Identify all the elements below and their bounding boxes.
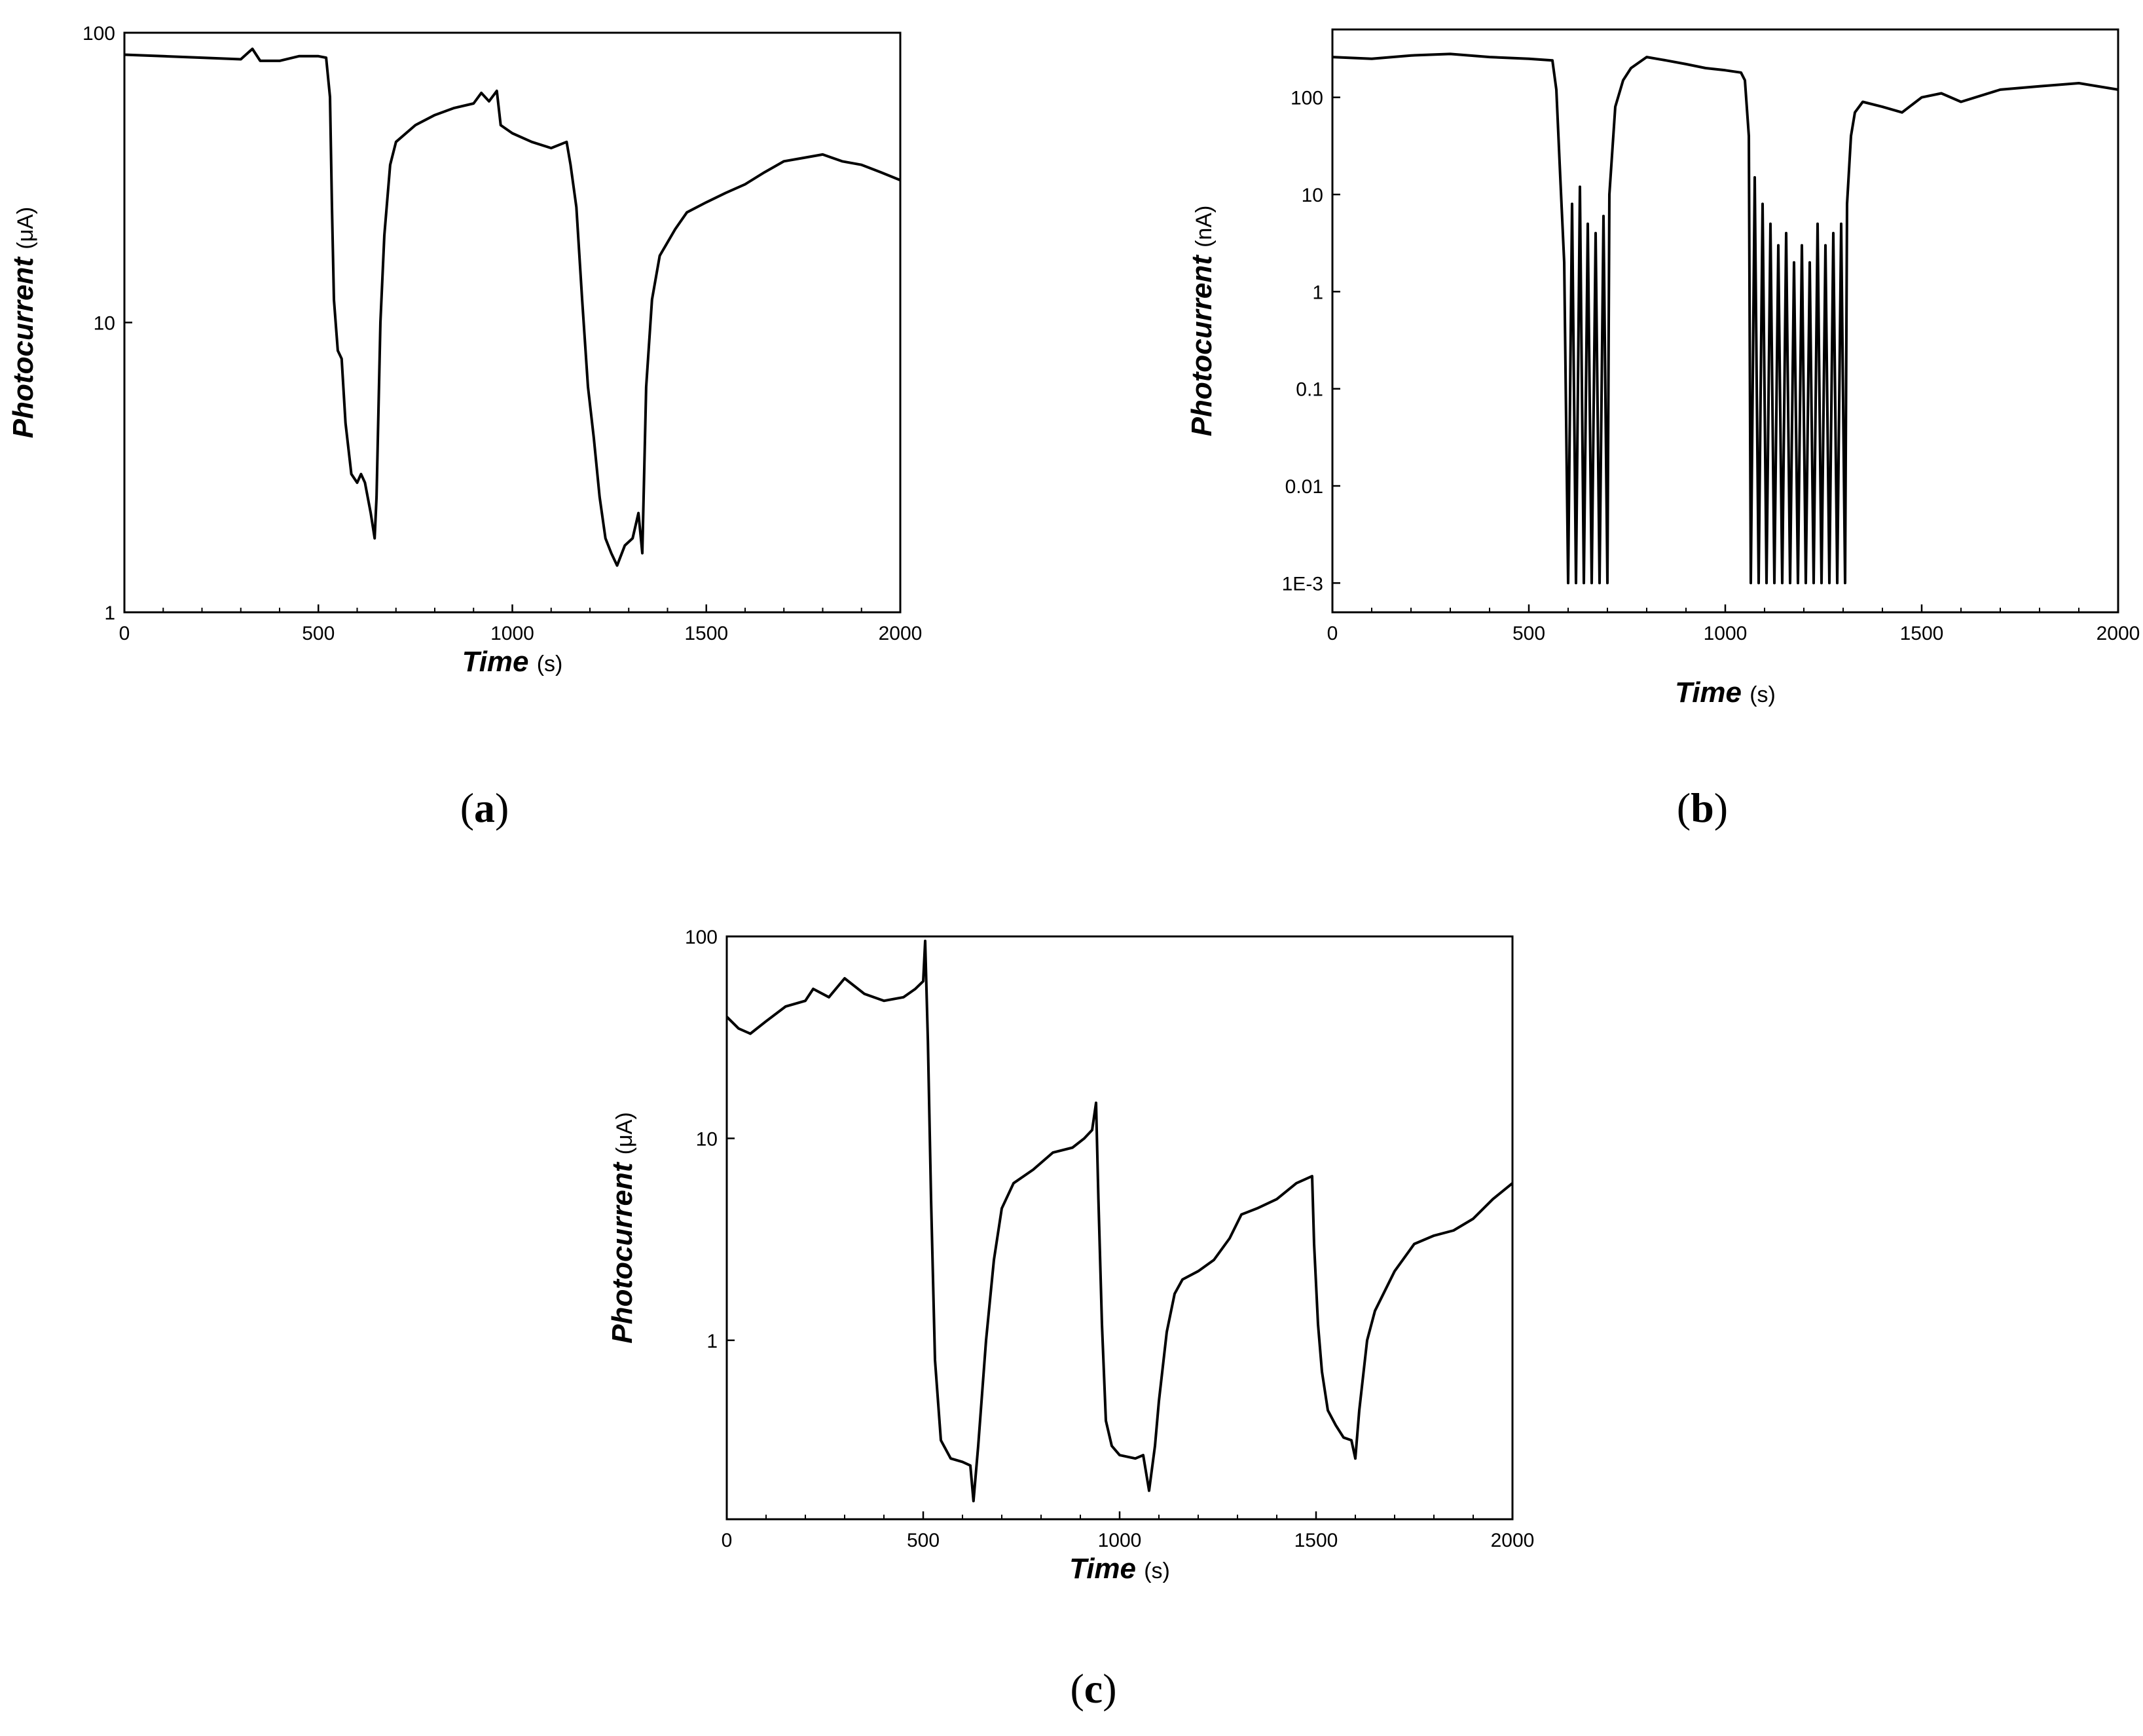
y-tick-label: 10	[94, 313, 115, 335]
panel-label-b: (b)	[1677, 785, 1728, 831]
x-axis-unit: (s)	[537, 652, 563, 676]
chart-panel-a: 0 500 1000 1500 2000 1 10 100 Time (s) Photocurre…	[7, 23, 922, 678]
x-axis-unit: (s)	[1749, 682, 1776, 707]
y-axis-unit: (nA)	[1192, 206, 1217, 248]
x-tick-label: 2000	[1491, 1530, 1535, 1551]
data-series-line	[124, 47, 901, 567]
y-axis-label: Photocurrent (nA)	[1186, 206, 1218, 437]
y-tick-label: 10	[1302, 185, 1323, 206]
y-tick-label: 1	[706, 1331, 718, 1352]
x-tick-label: 500	[302, 623, 335, 644]
plot-frame	[123, 31, 902, 614]
x-axis-unit: (s)	[1144, 1559, 1170, 1583]
chart-panel-c: 0 500 1000 1500 2000 1 10 100 Time (s) Photocurre…	[606, 927, 1534, 1585]
x-tick-label: 2000	[2097, 623, 2140, 644]
y-axis-unit: (μA)	[13, 207, 38, 249]
x-tick-label: 0	[1327, 623, 1338, 644]
x-tick-label: 1000	[490, 623, 534, 644]
y-tick-label: 10	[696, 1128, 718, 1150]
x-tick-label: 0	[119, 623, 130, 644]
y-tick-label: 100	[685, 927, 718, 948]
plot-frame	[1331, 28, 2119, 614]
y-tick-label: 1	[104, 602, 115, 624]
x-tick-label: 1000	[1098, 1530, 1142, 1551]
x-tick-label: 0	[722, 1530, 733, 1551]
plot-frame	[725, 935, 1514, 1521]
y-axis-label: Photocurrent (μA)	[606, 1112, 638, 1343]
x-tick-label: 1500	[1294, 1530, 1338, 1551]
panel-label-a: (a)	[460, 785, 509, 831]
y-tick-label: 1E-3	[1282, 573, 1323, 595]
y-tick-label: 0.01	[1285, 476, 1323, 498]
panel-label-c: (c)	[1070, 1665, 1116, 1712]
x-tick-label: 500	[1512, 623, 1545, 644]
y-tick-label: 100	[82, 23, 115, 45]
data-series-line	[1332, 52, 2119, 585]
y-tick-label: 100	[1291, 88, 1323, 109]
y-tick-label: 1	[1312, 282, 1323, 303]
y-axis-label: Photocurrent (μA)	[7, 207, 39, 438]
data-series-line	[725, 939, 1514, 1503]
x-tick-label: 1000	[1704, 623, 1748, 644]
x-axis-label: Time (s)	[462, 646, 563, 678]
x-axis-label: Time (s)	[1069, 1553, 1170, 1585]
y-axis-unit: (μA)	[612, 1112, 637, 1154]
x-tick-label: 1500	[1900, 623, 1944, 644]
x-axis-label: Time (s)	[1675, 676, 1776, 709]
x-tick-label: 1500	[684, 623, 728, 644]
x-tick-label: 500	[907, 1530, 940, 1551]
chart-panel-b: 0 500 1000 1500 2000 1E-3 0.01 0.1 1 10 100 Time (s…	[1186, 28, 2140, 709]
y-tick-label: 0.1	[1296, 379, 1323, 401]
x-tick-label: 2000	[879, 623, 923, 644]
